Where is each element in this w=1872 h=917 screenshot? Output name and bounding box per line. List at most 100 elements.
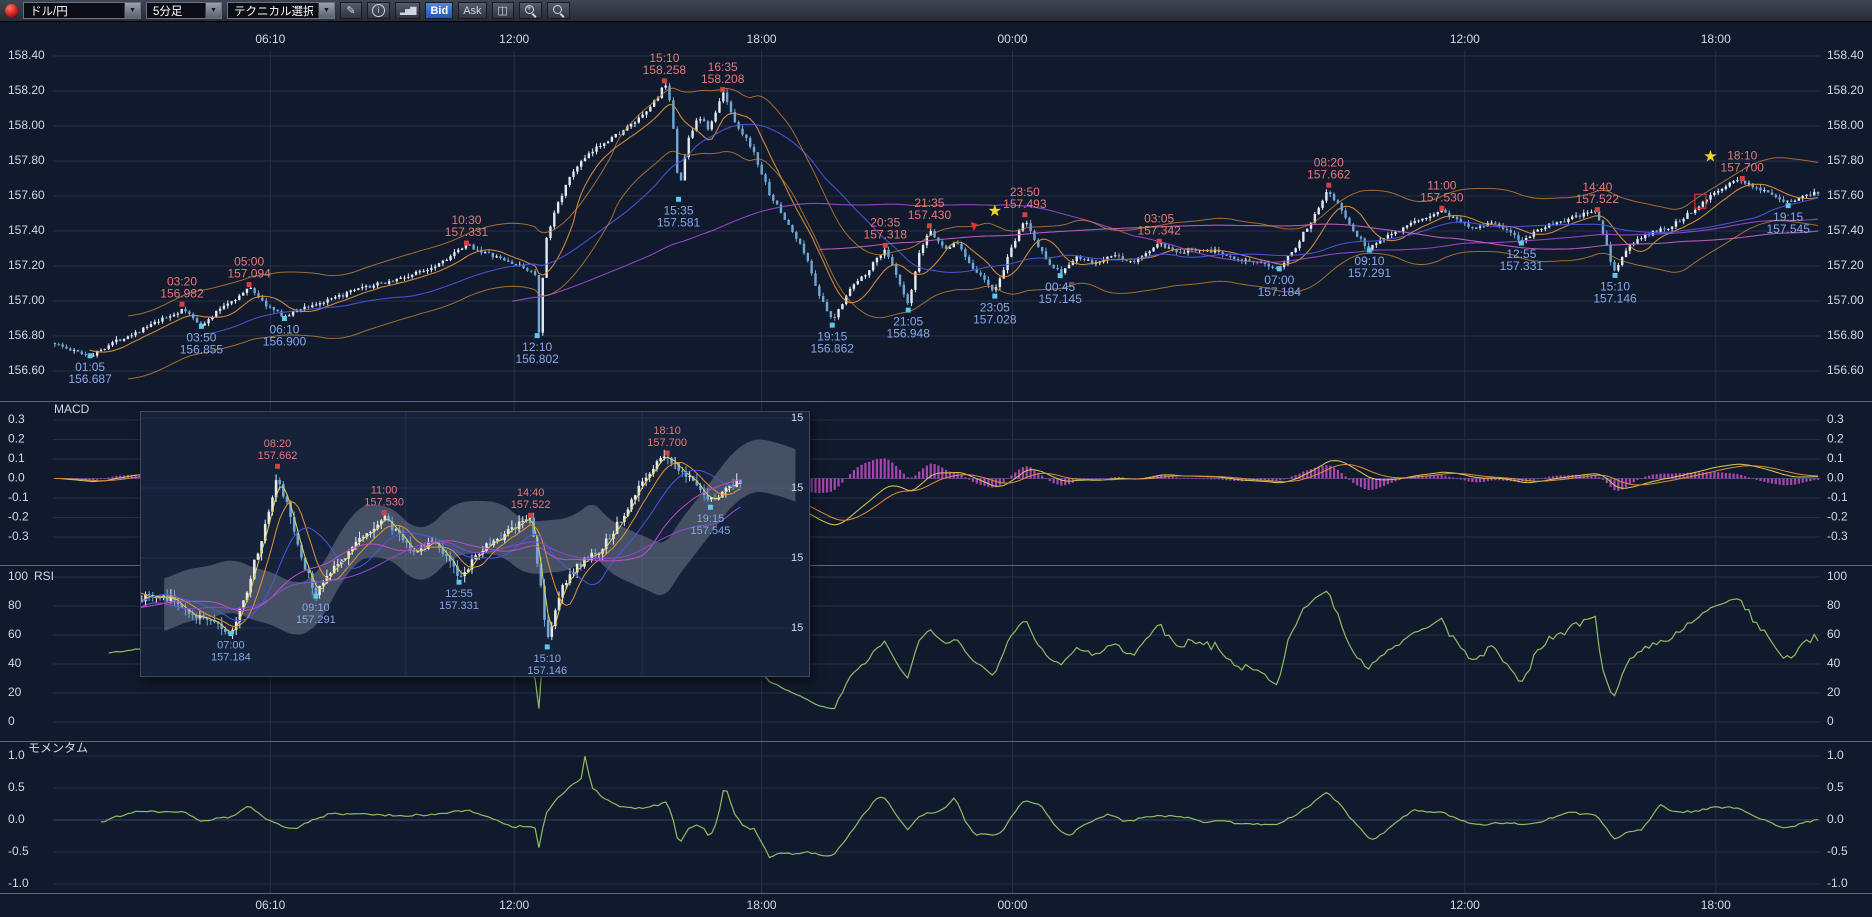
inset-grid	[141, 412, 807, 674]
svg-text:158.258: 158.258	[643, 63, 687, 77]
svg-text:157.318: 157.318	[864, 228, 908, 242]
chevron-down-icon[interactable]: ▼	[205, 3, 221, 18]
svg-text:-0.1: -0.1	[1827, 490, 1848, 504]
svg-text:15: 15	[791, 552, 803, 564]
timeframe-select[interactable]: 5分足 ▼	[146, 2, 222, 19]
svg-text:158.40: 158.40	[8, 48, 45, 62]
annotations-layer: 03:20156.98205:00157.09410:30157.33115:1…	[68, 51, 1810, 386]
svg-text:1.0: 1.0	[1827, 748, 1844, 762]
svg-text:-0.2: -0.2	[1827, 510, 1848, 524]
svg-text:15: 15	[791, 482, 803, 494]
svg-text:11:00: 11:00	[1427, 178, 1456, 192]
svg-text:157.522: 157.522	[511, 499, 551, 511]
chevron-down-icon[interactable]: ▼	[318, 3, 334, 18]
svg-text:19:15: 19:15	[1773, 210, 1803, 224]
svg-text:156.687: 156.687	[68, 372, 112, 386]
svg-text:-0.2: -0.2	[8, 510, 29, 524]
pencil-icon: ✎	[346, 5, 356, 17]
svg-text:15:10: 15:10	[1600, 280, 1630, 294]
svg-text:156.982: 156.982	[160, 286, 204, 300]
svg-text:157.331: 157.331	[445, 225, 489, 239]
svg-text:0.5: 0.5	[8, 780, 25, 794]
ask-button[interactable]: Ask	[458, 2, 487, 19]
currency-pair-select[interactable]: ドル/円 ▼	[23, 2, 141, 19]
inset-ma-lines	[58, 456, 741, 633]
svg-text:100: 100	[8, 569, 28, 583]
svg-text:モメンタム: モメンタム	[28, 741, 88, 755]
svg-text:157.184: 157.184	[1258, 285, 1302, 299]
zoom-inset-window[interactable]: 08:20 157.662 11:00 157.530 14:40 157.522 18:1…	[58, 411, 810, 677]
chart-type-button[interactable]: ▂▅▇	[395, 2, 421, 19]
svg-text:157.40: 157.40	[1827, 223, 1864, 237]
svg-text:0.1: 0.1	[1827, 451, 1844, 465]
svg-text:157.184: 157.184	[211, 652, 251, 664]
svg-text:23:05: 23:05	[980, 300, 1010, 314]
svg-text:0.0: 0.0	[1827, 471, 1844, 485]
svg-text:00:00: 00:00	[997, 898, 1027, 912]
svg-text:157.094: 157.094	[227, 267, 271, 281]
svg-text:06:10: 06:10	[269, 323, 299, 337]
svg-text:157.80: 157.80	[1827, 153, 1864, 167]
svg-text:03:05: 03:05	[1144, 211, 1174, 225]
svg-text:09:10: 09:10	[1354, 254, 1384, 268]
svg-text:-0.3: -0.3	[1827, 529, 1848, 543]
svg-text:-1.0: -1.0	[1827, 876, 1848, 890]
svg-text:-1.0: -1.0	[8, 876, 29, 890]
svg-text:100: 100	[1827, 569, 1847, 583]
svg-text:157.545: 157.545	[1766, 222, 1810, 236]
technical-select[interactable]: テクニカル選択 ▼	[227, 2, 335, 19]
svg-text:157.20: 157.20	[1827, 258, 1864, 272]
svg-text:156.80: 156.80	[1827, 328, 1864, 342]
svg-text:18:00: 18:00	[1701, 32, 1731, 46]
svg-text:157.700: 157.700	[1721, 161, 1765, 175]
svg-text:15:10: 15:10	[649, 51, 679, 65]
svg-text:0.5: 0.5	[1827, 780, 1844, 794]
svg-text:03:50: 03:50	[186, 331, 216, 345]
svg-text:12:55: 12:55	[1506, 247, 1536, 261]
svg-text:0.2: 0.2	[1827, 432, 1844, 446]
svg-text:16:35: 16:35	[708, 60, 738, 74]
chevron-down-icon[interactable]: ▼	[124, 3, 140, 18]
svg-text:03:20: 03:20	[167, 274, 197, 288]
zoom-in-button[interactable]: +	[518, 2, 542, 19]
toolbar: ドル/円 ▼ 5分足 ▼ テクニカル選択 ▼ ✎ i ▂▅▇ Bid Ask ◫…	[0, 0, 1872, 22]
candle-mode-button[interactable]: ◫	[491, 2, 514, 19]
svg-text:20:35: 20:35	[870, 216, 900, 230]
svg-text:MACD: MACD	[54, 402, 90, 416]
svg-text:15: 15	[791, 412, 803, 424]
svg-text:157.530: 157.530	[364, 496, 404, 508]
svg-text:157.342: 157.342	[1137, 223, 1181, 237]
svg-text:80: 80	[1827, 598, 1841, 612]
svg-text:158.00: 158.00	[1827, 118, 1864, 132]
svg-text:157.145: 157.145	[1038, 292, 1082, 306]
svg-text:00:45: 00:45	[1045, 280, 1075, 294]
candlestick-icon: ◫	[497, 5, 508, 17]
bar-chart-icon: ▂▅▇	[400, 6, 417, 15]
svg-text:19:15: 19:15	[817, 329, 847, 343]
svg-text:1.0: 1.0	[8, 748, 25, 762]
zoom-out-button[interactable]	[546, 2, 570, 19]
svg-text:12:00: 12:00	[1450, 898, 1480, 912]
svg-text:157.00: 157.00	[8, 293, 45, 307]
bid-button[interactable]: Bid	[425, 2, 454, 19]
currency-pair-value: ドル/円	[30, 5, 68, 18]
svg-text:158.20: 158.20	[1827, 83, 1864, 97]
svg-text:09:10: 09:10	[302, 602, 330, 614]
svg-text:156.948: 156.948	[887, 326, 931, 340]
svg-text:156.80: 156.80	[8, 328, 45, 342]
svg-text:0.3: 0.3	[8, 412, 25, 426]
svg-text:157.60: 157.60	[1827, 188, 1864, 202]
svg-text:157.331: 157.331	[1500, 259, 1544, 273]
info-button[interactable]: i	[367, 2, 390, 19]
svg-text:01:05: 01:05	[75, 360, 105, 374]
draw-tool-button[interactable]: ✎	[340, 2, 362, 19]
svg-text:08:20: 08:20	[1314, 155, 1344, 169]
plus-glyph: +	[526, 3, 532, 13]
svg-text:14:40: 14:40	[517, 487, 545, 499]
svg-text:06:10: 06:10	[255, 898, 285, 912]
svg-text:0: 0	[8, 714, 15, 728]
svg-text:156.855: 156.855	[180, 343, 224, 357]
